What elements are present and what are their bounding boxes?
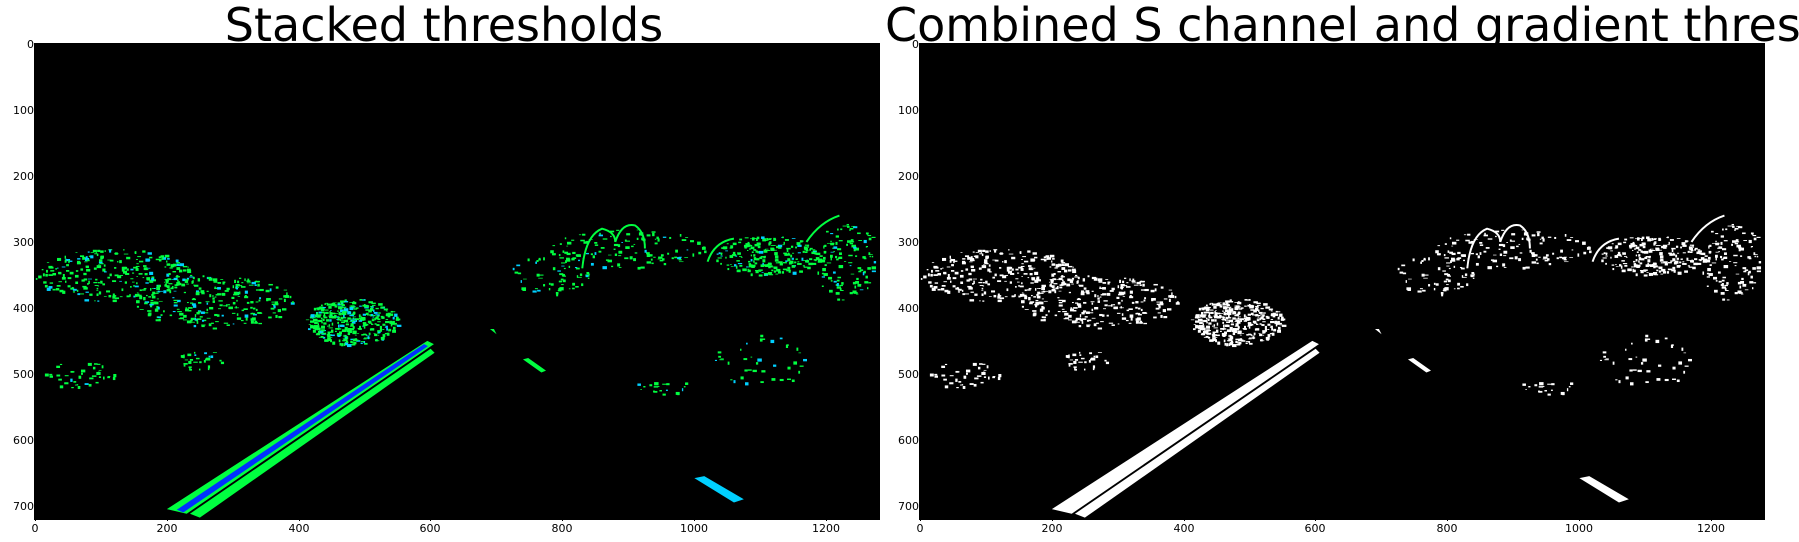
y-tick: 300: [885, 236, 925, 249]
x-tick: 1000: [674, 517, 714, 535]
y-tick: 500: [885, 368, 925, 381]
y-tick: 100: [885, 104, 925, 117]
combined-threshold-image: [919, 43, 1765, 520]
x-tick: 600: [1295, 517, 1335, 535]
combined-threshold-canvas: [920, 214, 1762, 518]
x-tick: 1200: [1691, 517, 1731, 535]
y-tick: 100: [0, 104, 40, 117]
y-tick: 400: [0, 302, 40, 315]
x-tick: 400: [1164, 517, 1204, 535]
x-tick: 0: [15, 517, 55, 535]
x-tick: 800: [542, 517, 582, 535]
y-tick: 500: [0, 368, 40, 381]
stacked-threshold-image: [34, 43, 880, 520]
y-tick: 700: [0, 500, 40, 513]
y-tick: 200: [885, 170, 925, 183]
y-tick: 600: [0, 434, 40, 447]
y-tick: 300: [0, 236, 40, 249]
x-tick: 600: [410, 517, 450, 535]
stacked-threshold-canvas: [35, 214, 877, 518]
x-tick: 200: [1032, 517, 1072, 535]
x-tick: 0: [900, 517, 940, 535]
x-tick: 800: [1427, 517, 1467, 535]
x-tick: 400: [279, 517, 319, 535]
x-tick: 200: [147, 517, 187, 535]
y-tick: 0: [0, 38, 40, 51]
left-panel: Stacked thresholds 0 100 200 300 400 500…: [0, 0, 890, 542]
y-tick: 400: [885, 302, 925, 315]
y-tick: 600: [885, 434, 925, 447]
y-tick: 0: [885, 38, 925, 51]
y-tick: 700: [885, 500, 925, 513]
x-tick: 1200: [806, 517, 846, 535]
right-panel: Combined S channel and gradient threshol…: [885, 0, 1799, 542]
x-tick: 1000: [1559, 517, 1599, 535]
y-tick: 200: [0, 170, 40, 183]
